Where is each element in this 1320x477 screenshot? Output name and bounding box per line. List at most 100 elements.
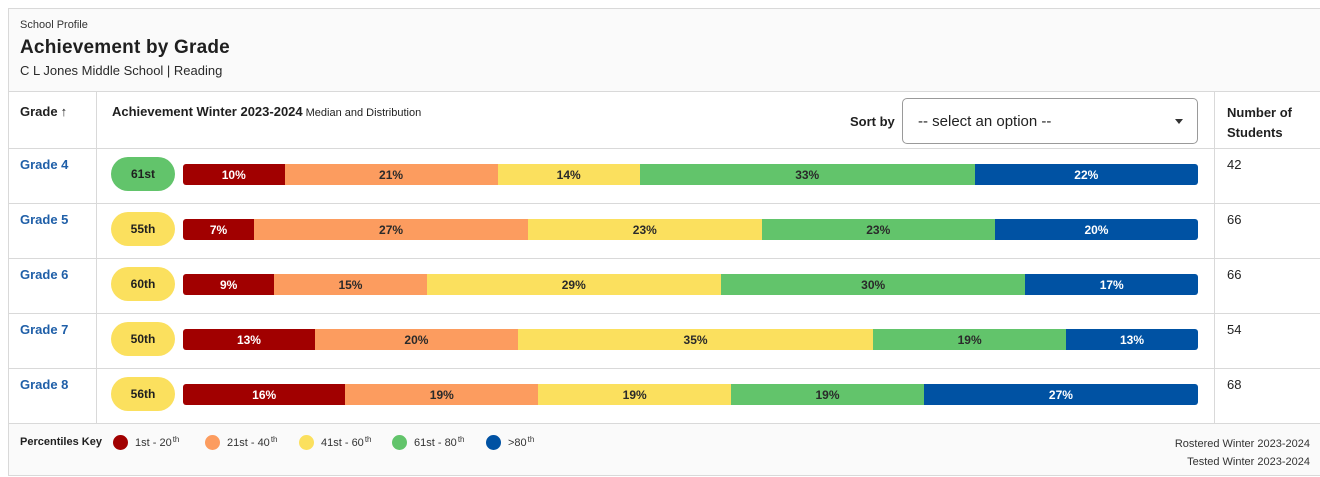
table-header: Grade ↑ Achievement Winter 2023-2024 Media… xyxy=(9,92,1320,149)
median-percentile-badge: 55th xyxy=(111,212,175,246)
key-band-1-base: 1st - 20 xyxy=(135,436,172,449)
key-band-2-label: 21st - 40th xyxy=(227,434,278,449)
page-title: Achievement by Grade xyxy=(20,37,230,58)
distribution-segment-band-4: 23% xyxy=(761,219,995,240)
key-item-band-1: 1st - 20th xyxy=(113,435,179,450)
band-1-dot-icon xyxy=(113,435,128,450)
median-percentile-badge: 60th xyxy=(111,267,175,301)
key-band-4-label: 61st - 80th xyxy=(414,434,465,449)
key-band-2-sup: th xyxy=(270,434,278,444)
sort-by-label: Sort by xyxy=(850,114,895,129)
key-band-1-label: 1st - 20th xyxy=(135,434,180,449)
distribution-segment-band-2: 19% xyxy=(345,384,539,405)
achievement-table: Grade ↑ Achievement Winter 2023-2024 Media… xyxy=(9,91,1320,424)
distribution-segment-band-3: 14% xyxy=(497,164,640,185)
key-item-band-2: 21st - 40th xyxy=(205,435,277,450)
distribution-segment-band-5: 22% xyxy=(974,164,1198,185)
key-band-3-sup: th xyxy=(364,434,372,444)
sort-select[interactable]: -- select an option -- xyxy=(902,98,1198,144)
distribution-segment-band-2: 15% xyxy=(274,274,427,295)
student-count: 54 xyxy=(1227,322,1242,337)
eyebrow-label: School Profile xyxy=(20,19,88,31)
students-header-line2: Students xyxy=(1227,125,1283,140)
rostered-label: Rostered Winter 2023-2024 xyxy=(1174,438,1310,450)
distribution-segment-band-2: 21% xyxy=(284,164,498,185)
distribution-segment-band-5: 17% xyxy=(1025,274,1198,295)
table-row: Grade 6 60th 9% 15% 29% 30% 17% 66 xyxy=(9,259,1320,314)
key-band-4-base: 61st - 80 xyxy=(414,436,457,449)
column-divider xyxy=(96,92,97,423)
school-subject-subtitle: C L Jones Middle School | Reading xyxy=(20,63,223,78)
distribution-segment-band-1: 9% xyxy=(183,274,275,295)
distribution-bar: 16% 19% 19% 19% 27% xyxy=(183,384,1198,405)
distribution-segment-band-1: 13% xyxy=(183,329,315,350)
distribution-segment-band-3: 19% xyxy=(538,384,732,405)
grade-link[interactable]: Grade 6 xyxy=(20,267,69,282)
grade-link[interactable]: Grade 4 xyxy=(20,157,69,172)
distribution-segment-band-4: 30% xyxy=(720,274,1026,295)
median-percentile-badge: 50th xyxy=(111,322,175,356)
tested-label: Tested Winter 2023-2024 xyxy=(1187,456,1310,468)
key-band-5-sup: th xyxy=(527,434,535,444)
distribution-segment-band-5: 13% xyxy=(1066,329,1198,350)
student-count: 66 xyxy=(1227,212,1242,227)
distribution-segment-band-3: 23% xyxy=(528,219,762,240)
distribution-segment-band-4: 33% xyxy=(639,164,975,185)
percentiles-key-label: Percentiles Key xyxy=(20,436,102,448)
roster-info: Rostered Winter 2023-2024 Tested Winter … xyxy=(1175,435,1310,471)
achievement-header-sub: Median and Distribution xyxy=(305,107,422,119)
achievement-header-label: Achievement Winter 2023-2024 xyxy=(112,104,303,119)
card-footer: Percentiles Key 1st - 20th 21st - 40th 4… xyxy=(9,424,1320,477)
arrow-up-icon: ↑ xyxy=(60,104,68,119)
distribution-segment-band-2: 20% xyxy=(314,329,518,350)
band-2-dot-icon xyxy=(205,435,220,450)
median-percentile-badge: 56th xyxy=(111,377,175,411)
distribution-segment-band-4: 19% xyxy=(731,384,924,405)
distribution-segment-band-1: 16% xyxy=(183,384,346,405)
distribution-segment-band-3: 35% xyxy=(517,329,874,350)
student-count: 68 xyxy=(1227,377,1242,392)
achievement-card: School Profile Achievement by Grade C L … xyxy=(8,8,1320,476)
key-item-band-5: >80th xyxy=(486,435,534,450)
caret-down-icon xyxy=(1175,119,1183,124)
key-band-5-label: >80th xyxy=(508,434,535,449)
distribution-segment-band-3: 29% xyxy=(426,274,721,295)
distribution-bar: 13% 20% 35% 19% 13% xyxy=(183,329,1198,350)
distribution-segment-band-5: 20% xyxy=(994,219,1198,240)
students-column-header: Number of Students xyxy=(1227,103,1292,143)
distribution-segment-band-1: 7% xyxy=(183,219,255,240)
key-band-3-label: 41st - 60th xyxy=(321,434,372,449)
band-4-dot-icon xyxy=(392,435,407,450)
student-count: 66 xyxy=(1227,267,1242,282)
sort-select-value: -- select an option -- xyxy=(918,113,1052,130)
table-row: Grade 5 55th 7% 27% 23% 23% 20% 66 xyxy=(9,204,1320,259)
grade-link[interactable]: Grade 8 xyxy=(20,377,69,392)
grade-column-header[interactable]: Grade ↑ xyxy=(20,104,67,119)
band-5-dot-icon xyxy=(486,435,501,450)
table-row: Grade 8 56th 16% 19% 19% 19% 27% 68 xyxy=(9,369,1320,424)
key-band-4-sup: th xyxy=(457,434,465,444)
table-row: Grade 7 50th 13% 20% 35% 19% 13% 54 xyxy=(9,314,1320,369)
distribution-bar: 9% 15% 29% 30% 17% xyxy=(183,274,1198,295)
distribution-segment-band-5: 27% xyxy=(923,384,1198,405)
key-item-band-4: 61st - 80th xyxy=(392,435,464,450)
grade-link[interactable]: Grade 7 xyxy=(20,322,69,337)
column-divider xyxy=(1214,92,1215,423)
key-band-2-base: 21st - 40 xyxy=(227,436,270,449)
grade-header-label: Grade xyxy=(20,104,58,119)
student-count: 42 xyxy=(1227,157,1242,172)
key-band-5-base: >80 xyxy=(508,436,527,449)
card-header: School Profile Achievement by Grade C L … xyxy=(9,9,1320,91)
achievement-column-header: Achievement Winter 2023-2024 Median and D… xyxy=(112,104,421,119)
grade-link[interactable]: Grade 5 xyxy=(20,212,69,227)
distribution-bar: 10% 21% 14% 33% 22% xyxy=(183,164,1198,185)
key-band-3-base: 41st - 60 xyxy=(321,436,364,449)
key-band-1-sup: th xyxy=(172,434,180,444)
distribution-segment-band-1: 10% xyxy=(183,164,285,185)
median-percentile-badge: 61st xyxy=(111,157,175,191)
distribution-bar: 7% 27% 23% 23% 20% xyxy=(183,219,1198,240)
students-header-line1: Number of xyxy=(1227,105,1292,120)
distribution-segment-band-2: 27% xyxy=(254,219,529,240)
key-item-band-3: 41st - 60th xyxy=(299,435,371,450)
band-3-dot-icon xyxy=(299,435,314,450)
